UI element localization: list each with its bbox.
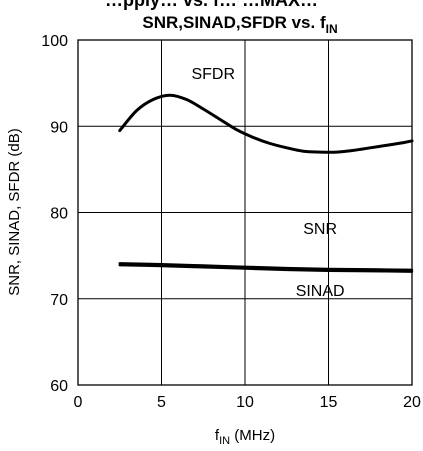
grid [77, 39, 413, 386]
series-line-sfdr [118, 93, 414, 154]
x-tick-label-3: 15 [320, 394, 338, 411]
chart-title-subscript: IN [326, 22, 338, 36]
y-axis-label: SNR, SINAD, SFDR (dB) [6, 128, 23, 296]
x-axis-label-unit: (MHz) [230, 427, 275, 444]
y-tick-labels: 60 70 80 90 100 [41, 33, 68, 395]
x-tick-label-1: 5 [157, 394, 166, 411]
chart-title: SNR,SINAD,SFDR vs. fIN [142, 13, 337, 36]
x-axis-label: fIN (MHz) [215, 427, 275, 447]
x-tick-label-2: 10 [236, 394, 254, 411]
x-tick-label-0: 0 [74, 394, 83, 411]
annotation-sfdr: SFDR [191, 66, 235, 83]
x-tick-label-4: 20 [403, 394, 421, 411]
series-group [118, 93, 414, 273]
series-line-sinad [118, 263, 414, 273]
annotation-sinad: SINAD [296, 283, 345, 300]
x-tick-labels: 0 5 10 15 20 [74, 394, 421, 411]
annotations-group: SFDR SNR SINAD [191, 66, 344, 300]
y-tick-label-2: 80 [50, 206, 68, 223]
cut-off-title-line: …pply… vs. f… …MAX… [104, 0, 319, 10]
annotation-snr: SNR [303, 221, 337, 238]
x-axis-label-subscript: IN [219, 435, 230, 447]
plot-frame [77, 39, 413, 386]
series-line-snr [118, 262, 414, 272]
y-tick-label-3: 90 [50, 119, 68, 136]
chart-title-main: SNR,SINAD,SFDR vs. f [142, 13, 326, 32]
x-axis-label-main: f [215, 427, 220, 444]
y-tick-label-0: 60 [50, 378, 68, 395]
y-tick-label-4: 100 [41, 33, 68, 50]
y-tick-label-1: 70 [50, 292, 68, 309]
